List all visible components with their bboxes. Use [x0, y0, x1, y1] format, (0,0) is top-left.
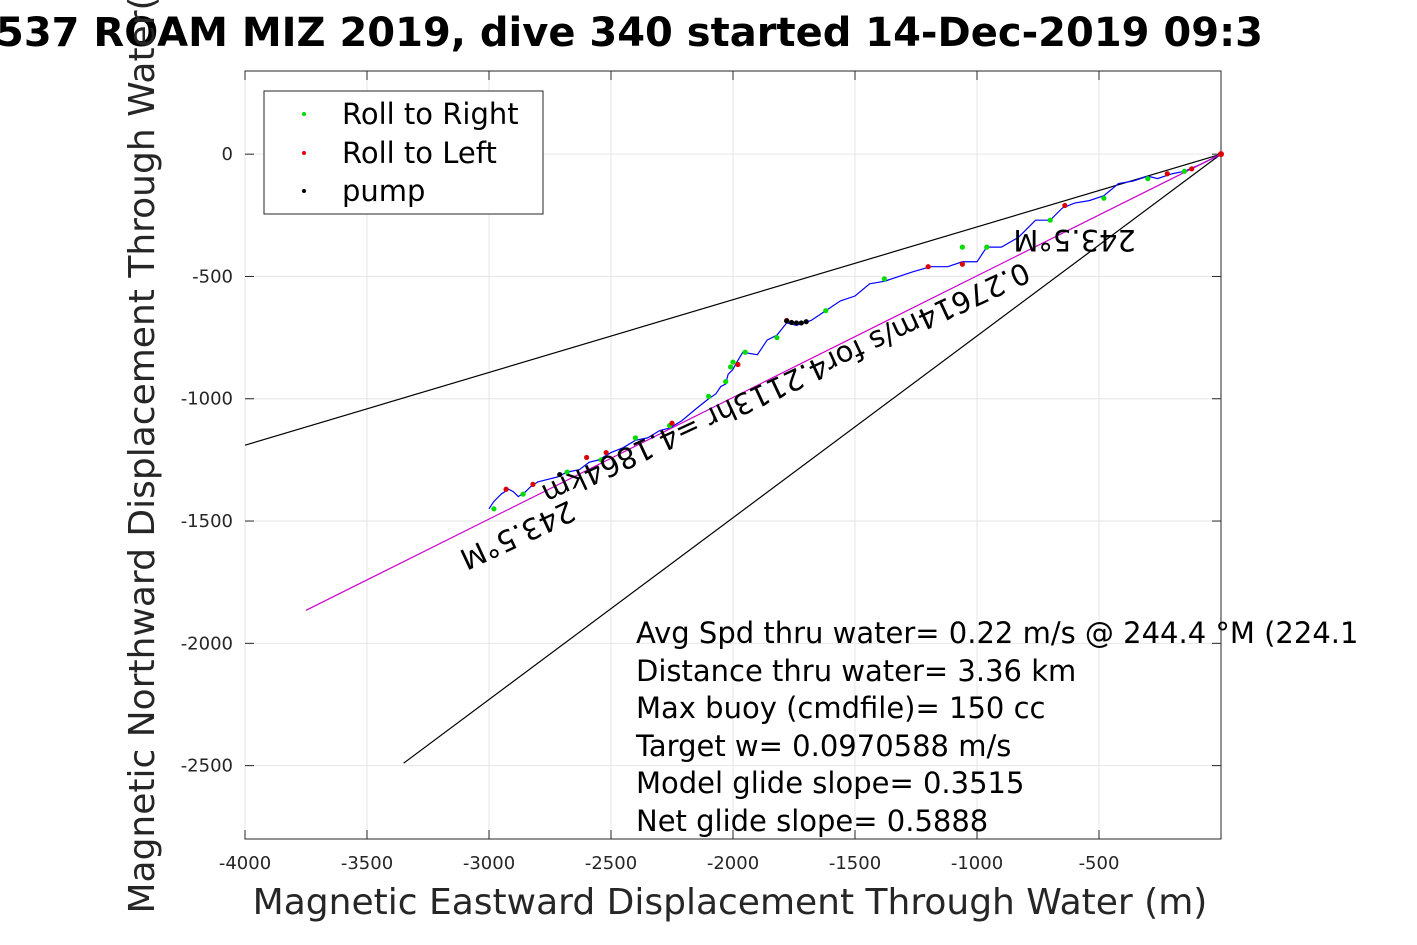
roll-left-point	[503, 486, 509, 492]
y-tick-label: -500	[192, 266, 233, 287]
roll-left-point	[925, 264, 931, 270]
y-tick-label: -1500	[181, 511, 233, 532]
roll-right-point	[520, 491, 526, 497]
roll-right-point	[881, 276, 887, 282]
x-tick-label: -2500	[585, 853, 637, 874]
legend-marker-roll-left	[302, 151, 306, 155]
reference-lines	[244, 153, 1222, 764]
x-tick-label: -3500	[341, 853, 393, 874]
stat-model-glide: Model glide slope= 0.3515	[636, 766, 1024, 800]
roll-left-point	[584, 454, 590, 461]
x-tick-label: -1000	[951, 853, 1003, 874]
roll-left-point	[669, 420, 675, 426]
roll-right-point	[730, 359, 736, 365]
chart-title: 537 ROAM MIZ 2019, dive 340 started 14-D…	[0, 10, 1263, 56]
roll-right-point	[1047, 217, 1053, 223]
stat-avg-speed: Avg Spd thru water= 0.22 m/s @ 244.4 °M …	[636, 616, 1358, 650]
y-tick-label: -2500	[181, 756, 233, 777]
plot-area: -4000 -3500 -3000 -2500 -2000 -1500 -1000 -500 …	[181, 70, 1224, 874]
legend-box	[263, 90, 544, 215]
roll-right-point	[564, 469, 570, 475]
roll-left-point	[959, 261, 965, 267]
stat-net-glide: Net glide slope= 0.5888	[636, 804, 988, 838]
event-markers	[491, 151, 1224, 512]
annotation-label: 243.5°M	[1013, 223, 1136, 257]
roll-left-point	[530, 481, 536, 487]
roll-left-point	[1189, 166, 1195, 172]
series-line	[305, 153, 1222, 611]
roll-right-point	[632, 435, 639, 441]
pump-point	[557, 471, 563, 478]
roll-right-point	[1145, 176, 1151, 182]
legend: Roll to Right Roll to Left pump	[263, 90, 544, 215]
x-tick-label: -1500	[829, 853, 881, 874]
roll-right-point	[959, 244, 965, 250]
x-tick-label: -4000	[219, 853, 271, 874]
y-tick-label: 0	[222, 144, 233, 165]
pump-point	[803, 319, 809, 325]
pump-point	[793, 320, 800, 326]
legend-label-roll-right: Roll to Right	[342, 97, 519, 131]
stat-distance: Distance thru water= 3.36 km	[636, 654, 1076, 688]
roll-right-point	[598, 457, 604, 463]
x-axis-ticks: -4000 -3500 -3000 -2500 -2000 -1500 -1000 -500	[219, 71, 1120, 874]
x-axis-label: Magnetic Eastward Displacement Through W…	[253, 882, 1208, 923]
stat-max-buoy: Max buoy (cmdfile)= 150 cc	[636, 691, 1045, 725]
y-axis-label: Magnetic Northward Displacement Through …	[122, 0, 163, 914]
roll-left-point	[1164, 171, 1170, 177]
roll-right-point	[706, 393, 712, 399]
legend-marker-pump	[302, 189, 306, 193]
legend-marker-roll-right	[302, 112, 306, 116]
roll-right-point	[774, 334, 780, 341]
pump-point	[788, 319, 795, 326]
roll-right-point	[823, 308, 829, 314]
roll-left-point	[735, 361, 741, 368]
reference-line	[244, 153, 1222, 446]
legend-label-pump: pump	[342, 174, 425, 208]
roll-right-point	[491, 506, 497, 512]
origin-point	[1218, 151, 1224, 158]
x-tick-label: -500	[1079, 853, 1120, 874]
roll-right-point	[727, 364, 734, 370]
x-tick-label: -2000	[707, 853, 759, 874]
y-tick-label: -1000	[181, 389, 233, 410]
reference-line	[403, 153, 1222, 764]
pump-point	[784, 318, 790, 324]
stat-target-w: Target w= 0.0970588 m/s	[635, 729, 1011, 763]
roll-right-point	[984, 244, 990, 250]
x-tick-label: -3000	[463, 853, 515, 874]
pump-point	[798, 320, 804, 326]
roll-right-point	[723, 379, 729, 385]
roll-left-point	[603, 449, 609, 456]
y-axis-ticks: 0 -500 -1000 -1500 -2000 -2500	[181, 144, 1221, 777]
roll-right-point	[1181, 168, 1187, 174]
stats-block: Avg Spd thru water= 0.22 m/s @ 244.4 °M …	[635, 616, 1358, 838]
y-tick-label: -2000	[181, 633, 233, 654]
roll-right-point	[742, 349, 748, 355]
roll-right-point	[1101, 195, 1107, 201]
roll-left-point	[1062, 202, 1068, 209]
legend-label-roll-left: Roll to Left	[342, 136, 497, 170]
